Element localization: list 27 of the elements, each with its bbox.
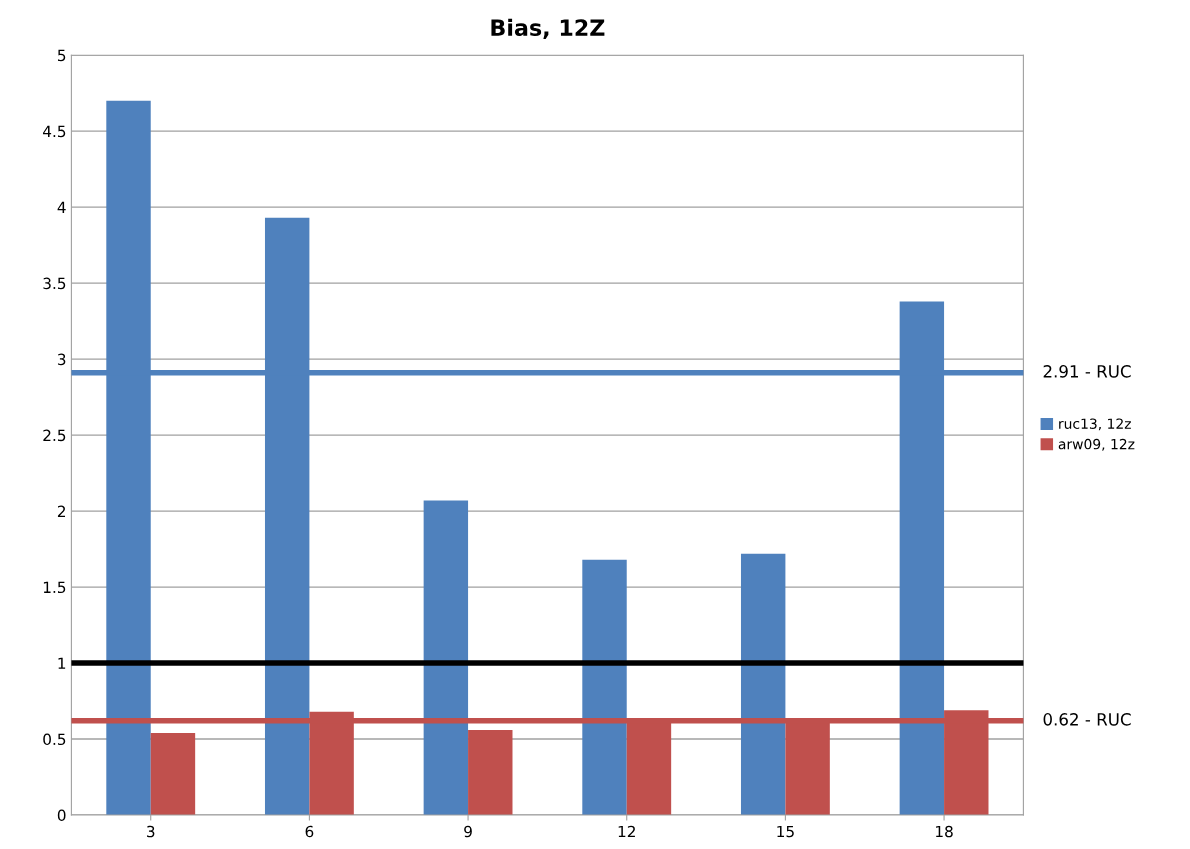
bar	[150, 732, 196, 816]
x-tick-label: 3	[147, 825, 155, 838]
x-tick-label: 15	[777, 825, 794, 838]
y-tick-label: 3.5	[43, 277, 66, 290]
bar	[740, 553, 786, 816]
y-tick-label: 5	[58, 49, 66, 62]
y-tick-label: 1	[58, 657, 66, 669]
bar	[423, 500, 469, 816]
x-tick-label: 12	[618, 825, 635, 838]
legend-label: arw09, 12z	[1058, 438, 1135, 451]
x-tick-label: 18	[936, 825, 953, 838]
y-tick-label: 0	[57, 809, 66, 822]
x-tick-label: 9	[464, 825, 472, 838]
ref-line-label: 0.62 - RUC	[1043, 713, 1131, 726]
chart-title: Bias, 12Z	[491, 18, 605, 39]
bar	[468, 729, 513, 816]
y-tick-label: 4.5	[42, 125, 66, 138]
y-tick-label: 2.5	[43, 429, 66, 442]
y-tick-label: 3	[57, 353, 66, 366]
y-tick-label: 1.5	[43, 581, 66, 594]
legend-label: ruc13, 12z	[1059, 418, 1131, 431]
y-tick-label: 0.5	[43, 733, 66, 746]
ref-line-label: 2.91 - RUC	[1043, 365, 1131, 378]
x-tick-label: 6	[305, 825, 314, 838]
bar	[582, 559, 627, 816]
y-tick-label: 4	[57, 201, 66, 213]
y-tick-label: 2	[57, 505, 66, 517]
